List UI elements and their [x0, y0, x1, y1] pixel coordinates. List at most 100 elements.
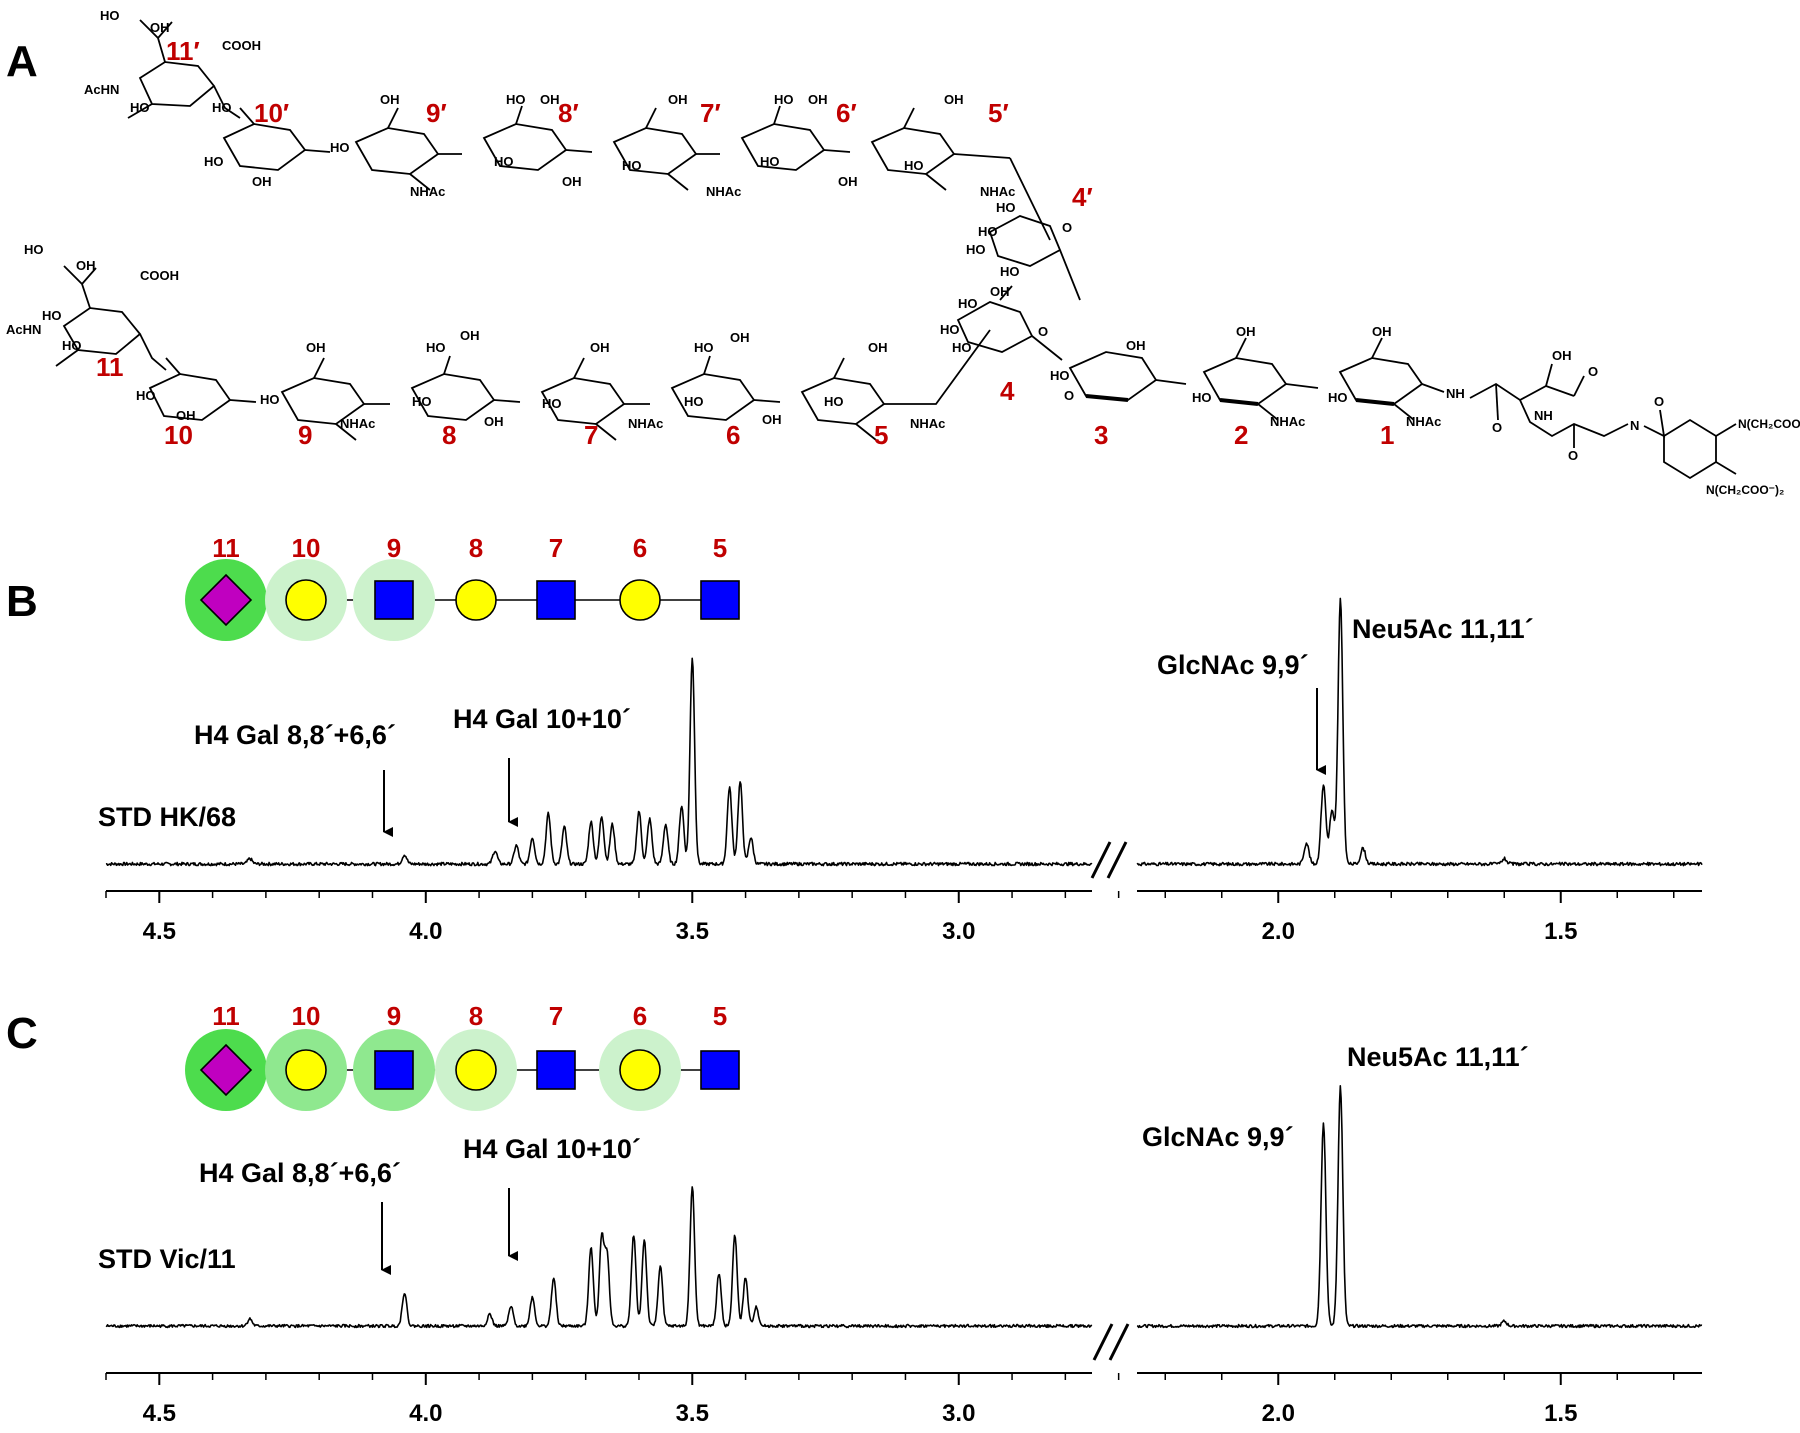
- tick-label: 1.5: [1544, 918, 1577, 945]
- panel-a-structure: HO OH COOH AcHN HO HO HO OH OH HO NHAc H…: [6, 8, 1800, 497]
- spectrum-label-c: STD Vic/11: [98, 1244, 236, 1274]
- grp-label: OH: [944, 92, 964, 107]
- grp-label: HO: [1050, 368, 1070, 383]
- ring-11: [55, 265, 167, 371]
- grp-label: NHAc: [706, 184, 741, 199]
- grp-label: NHAc: [980, 184, 1015, 199]
- grp-label: HO: [330, 140, 350, 155]
- spectrum-c: 4.5 4.0 3.5 3.0 2.0 1.5 STD Vic/11 H4 Gal 8,8…: [98, 1042, 1703, 1427]
- spectrum-trace-left: [105, 1186, 1093, 1329]
- ring-9: [280, 357, 390, 441]
- grp-label: HO: [622, 158, 642, 173]
- grp-label: HO: [940, 322, 960, 337]
- galactose-circle-icon: [285, 579, 327, 621]
- grp-label: OH: [380, 92, 400, 107]
- residue-label-6: 6: [726, 420, 740, 450]
- galactose-circle-icon: [455, 579, 497, 621]
- grp-label: NHAc: [628, 416, 663, 431]
- ring-4p: [988, 215, 1081, 301]
- grp-label: HO: [1328, 390, 1348, 405]
- grp-label: HO: [760, 154, 780, 169]
- grp-label: HO: [958, 296, 978, 311]
- spectrum-b: 4.5 4.0 3.5 3.0 2.0 1.5 STD HK/68 H4 Gal 8,8´…: [98, 597, 1703, 945]
- grp-label: HO: [494, 154, 514, 169]
- symbol-label: 11: [212, 1001, 240, 1031]
- ring-8: [410, 355, 521, 421]
- grp-label: N(CH₂COO⁻)₂: [1738, 417, 1800, 431]
- grp-label: N(CH₂COO⁻)₂: [1706, 483, 1784, 497]
- annotation-gal8-6: H4 Gal 8,8´+6,6´: [194, 720, 396, 750]
- glcnac-square-icon: [700, 580, 740, 620]
- ring-10p: [222, 107, 331, 171]
- grp-label: HO: [42, 308, 62, 323]
- grp-label: HO: [24, 242, 44, 257]
- glcnac-square-icon: [536, 580, 576, 620]
- grp-label: HO: [694, 340, 714, 355]
- symbol-label: 9: [387, 1001, 401, 1031]
- grp-label: NH: [1446, 386, 1465, 401]
- glcnac-square-icon: [536, 1050, 576, 1090]
- spectrum-trace-left: [105, 657, 1093, 867]
- symbol-label: 7: [549, 533, 563, 563]
- linker: [1469, 363, 1737, 480]
- symbol-label: 6: [633, 1001, 647, 1031]
- residue-label-1: 1: [1380, 420, 1394, 450]
- grp-label: NHAc: [1406, 414, 1441, 429]
- grp-label: OH: [1552, 348, 1572, 363]
- grp-label: OH: [838, 174, 858, 189]
- grp-label: HO: [978, 224, 998, 239]
- glcnac-square-icon: [374, 1050, 414, 1090]
- galactose-circle-icon: [455, 1049, 497, 1091]
- grp-label: O: [1062, 220, 1072, 235]
- tick-label: 4.0: [409, 918, 442, 945]
- residue-label-5: 5: [874, 420, 888, 450]
- grp-label: OH: [540, 92, 560, 107]
- annotation-gal10: H4 Gal 10+10´: [453, 704, 631, 734]
- grp-label: HO: [100, 8, 120, 23]
- grp-label: HO: [1192, 390, 1212, 405]
- symbol-label: 7: [549, 1001, 563, 1031]
- grp-label: HO: [260, 392, 280, 407]
- ring-6: [670, 355, 781, 421]
- grp-label: COOH: [222, 38, 261, 53]
- residue-label-8p: 8′: [558, 98, 579, 128]
- residue-label-9p: 9′: [426, 98, 447, 128]
- tick-label: 3.5: [676, 1400, 709, 1427]
- spectrum-trace-right: [1136, 597, 1703, 867]
- grp-label: OH: [808, 92, 828, 107]
- ring-7p: [612, 107, 720, 191]
- tick-label: 4.5: [143, 1400, 176, 1427]
- grp-label: OH: [306, 340, 326, 355]
- ring-4: [956, 285, 1063, 361]
- grp-label: HO: [212, 100, 232, 115]
- grp-label: HO: [774, 92, 794, 107]
- grp-label: HO: [542, 396, 562, 411]
- grp-label: AcHN: [84, 82, 119, 97]
- symbol-label: 11: [212, 533, 240, 563]
- panel-label-a: A: [6, 37, 38, 86]
- ring-7: [540, 357, 650, 441]
- grp-label: OH: [668, 92, 688, 107]
- axis-break-b: [1090, 841, 1128, 879]
- grp-label: O: [1038, 324, 1048, 339]
- grp-label: NHAc: [910, 416, 945, 431]
- grp-label: HO: [136, 388, 156, 403]
- residue-label-11p: 11′: [166, 36, 200, 66]
- residue-label-8: 8: [442, 420, 456, 450]
- panel-label-b: B: [6, 577, 38, 626]
- annotation-glcnac: GlcNAc 9,9´: [1157, 650, 1309, 680]
- residue-label-5p: 5′: [988, 98, 1009, 128]
- grp-label: HO: [952, 340, 972, 355]
- residue-label-7p: 7′: [700, 98, 721, 128]
- symbol-label: 5: [713, 1001, 727, 1031]
- grp-label: HO: [412, 394, 432, 409]
- ring-5p: [870, 107, 1051, 241]
- grp-label: OH: [990, 284, 1010, 299]
- residue-label-10p: 10′: [254, 98, 289, 128]
- tick-label: 3.0: [942, 918, 975, 945]
- grp-label: OH: [150, 20, 170, 35]
- grp-label: NHAc: [1270, 414, 1305, 429]
- grp-label: OH: [590, 340, 610, 355]
- ring-2: [1202, 337, 1319, 421]
